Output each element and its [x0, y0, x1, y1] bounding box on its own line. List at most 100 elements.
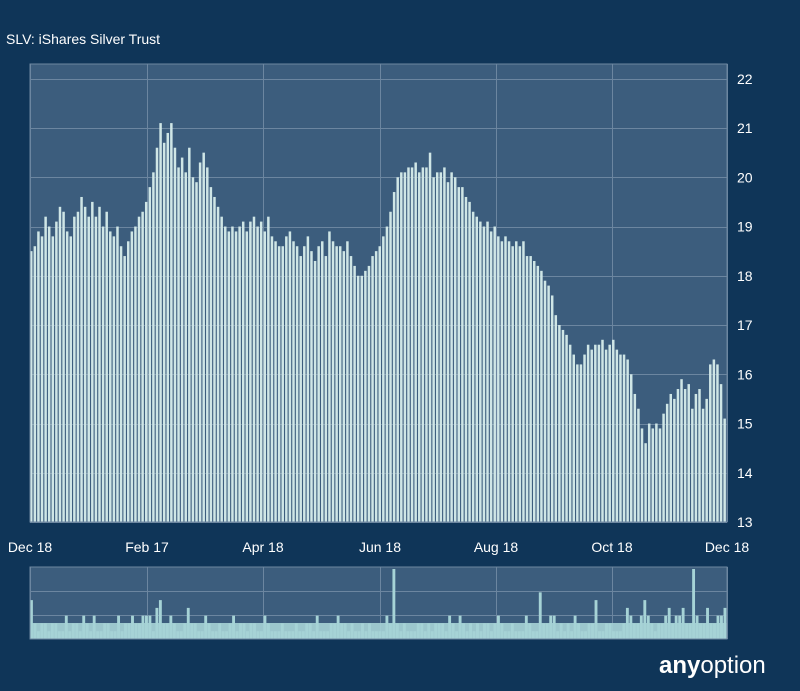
price-bar — [94, 216, 98, 523]
price-bar — [461, 187, 464, 522]
price-bar — [317, 246, 320, 522]
price-bar — [626, 359, 629, 522]
price-bar — [518, 246, 522, 522]
price-bar — [482, 226, 486, 522]
price-bar — [202, 152, 205, 522]
price-bar — [364, 270, 367, 522]
price-bar — [191, 177, 195, 522]
price-bar — [76, 211, 80, 523]
price-bar — [698, 389, 701, 522]
price-bar — [601, 339, 604, 522]
price-bar — [572, 354, 575, 522]
price-bar — [338, 246, 342, 522]
price-bar — [130, 231, 134, 522]
price-bar — [213, 196, 216, 522]
price-bar — [529, 256, 532, 522]
price-bar — [47, 226, 51, 522]
price-bar — [594, 344, 597, 522]
price-bar — [30, 251, 33, 522]
y-tick-label: 17 — [737, 317, 753, 333]
price-bar — [69, 236, 73, 522]
price-bar — [123, 256, 126, 522]
price-bar — [622, 354, 626, 522]
price-bar — [371, 256, 374, 522]
price-bar — [313, 260, 317, 522]
y-tick-label: 15 — [737, 416, 753, 432]
price-bar — [353, 265, 356, 522]
price-bar — [346, 241, 349, 523]
price-bar — [220, 216, 223, 523]
price-bar — [443, 167, 446, 523]
price-bar — [633, 393, 637, 522]
x-tick-label: Jun 18 — [359, 539, 401, 555]
price-bar — [647, 423, 651, 522]
price-bar — [87, 216, 90, 523]
price-bar — [267, 216, 270, 523]
price-bar — [238, 226, 241, 522]
price-bar — [543, 280, 547, 522]
price-bar — [141, 211, 144, 523]
volume-bars — [30, 569, 727, 639]
price-bar — [619, 354, 622, 522]
volume-bar — [643, 600, 647, 639]
price-bar — [680, 379, 683, 522]
price-bar — [173, 147, 177, 522]
price-bar — [410, 167, 414, 523]
price-bar — [288, 231, 292, 522]
price-bar — [374, 251, 378, 522]
price-bar — [590, 349, 593, 522]
price-bar — [137, 216, 141, 523]
price-bar — [144, 201, 148, 522]
price-bar — [500, 241, 504, 523]
price-bar — [295, 246, 299, 522]
price-bar — [349, 256, 353, 522]
x-tick-label: Aug 18 — [474, 539, 519, 555]
price-bar — [256, 226, 259, 522]
price-bar — [40, 236, 44, 522]
price-bar — [489, 231, 493, 522]
price-bar — [608, 344, 611, 522]
price-bar — [396, 177, 399, 522]
price-bar — [224, 226, 227, 522]
price-bar — [270, 236, 274, 522]
price-bar — [91, 201, 94, 522]
price-bar — [540, 270, 543, 522]
price-bar — [310, 251, 313, 522]
price-bar — [432, 177, 435, 522]
price-bar — [504, 236, 507, 522]
price-bar — [683, 389, 687, 522]
price-bar — [479, 221, 482, 522]
price-bar — [101, 226, 105, 522]
price-bar — [389, 211, 392, 523]
volume-bar — [538, 592, 542, 639]
price-bar — [188, 147, 191, 522]
price-bar — [464, 196, 468, 522]
price-bar — [565, 334, 568, 522]
price-bar — [532, 260, 536, 522]
price-bar — [658, 428, 662, 522]
price-bar — [428, 152, 432, 522]
price-bar — [723, 418, 726, 522]
price-bar — [576, 364, 579, 522]
price-bar — [209, 187, 213, 522]
price-bar — [665, 403, 669, 522]
price-bar — [285, 236, 288, 522]
price-bar — [475, 216, 478, 523]
logo-text-any: any — [659, 652, 701, 679]
price-bar — [98, 206, 101, 522]
volume-bar — [594, 600, 598, 639]
price-bars — [30, 123, 726, 523]
price-bar — [263, 231, 267, 522]
price-bar — [425, 167, 428, 523]
price-bar — [400, 172, 403, 522]
price-bar — [356, 275, 360, 522]
price-bar — [421, 167, 425, 523]
price-bar — [615, 349, 619, 522]
y-tick-label: 20 — [737, 169, 753, 185]
price-bar — [227, 231, 231, 522]
price-bar — [655, 423, 658, 522]
price-bar — [252, 216, 256, 523]
volume-bar — [30, 600, 33, 639]
price-bar — [511, 246, 514, 522]
price-bar — [65, 231, 69, 522]
